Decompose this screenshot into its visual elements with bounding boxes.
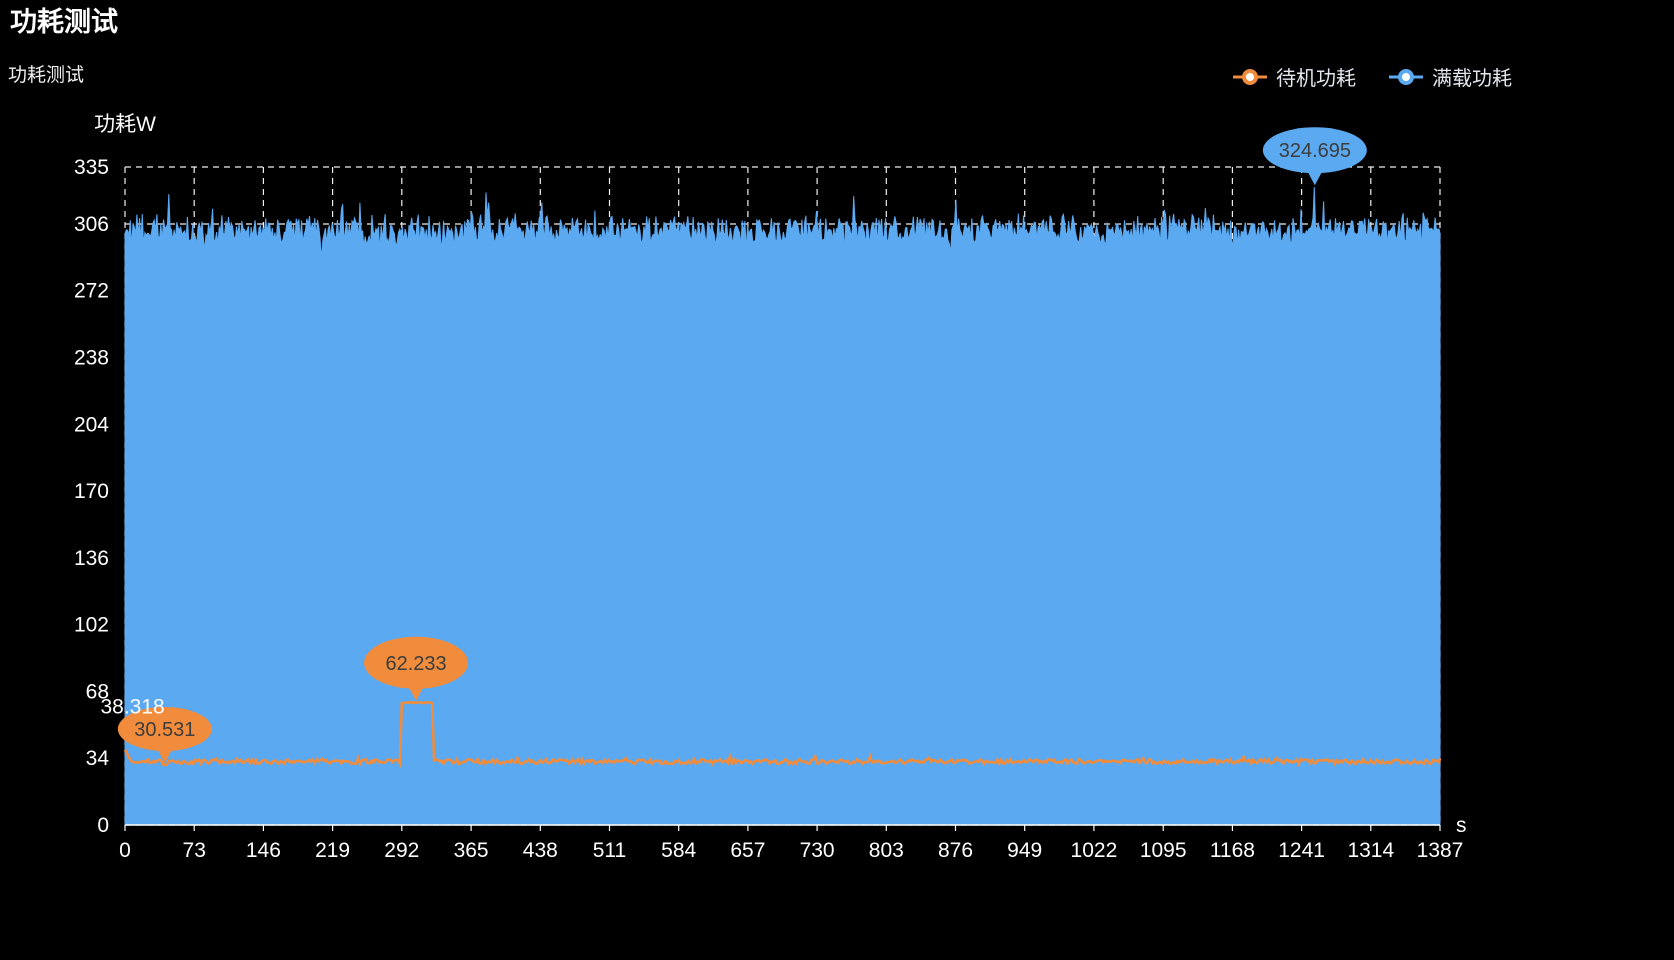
x-tick-label: 0 (119, 839, 131, 862)
legend-line-marker-icon (1233, 68, 1267, 85)
legend-item-label: 满载功耗 (1432, 68, 1512, 90)
x-tick-label: 438 (523, 839, 558, 862)
y-tick-label: 306 (74, 213, 109, 236)
axes (124, 824, 1441, 831)
legend-item-label: 待机功耗 (1276, 68, 1356, 90)
x-tick-label: 73 (183, 839, 206, 862)
y-tick-label: 170 (74, 480, 109, 503)
x-tick-label: 1241 (1278, 839, 1325, 862)
x-tick-label: 1095 (1140, 839, 1187, 862)
svg-text:62.233: 62.233 (385, 653, 446, 675)
legend-item-standby-power[interactable]: 待机功耗 (1232, 62, 1356, 91)
x-tick-label: 1387 (1417, 839, 1464, 862)
y-tick-label: 204 (74, 413, 109, 436)
series-full-load-area (124, 187, 1441, 826)
x-tick-label: 511 (593, 839, 626, 862)
x-tick-label: 365 (454, 839, 489, 862)
max-point-pin-full-load: 324.695 (1262, 127, 1367, 186)
x-tick-label: 1168 (1210, 839, 1255, 862)
x-tick-label: 876 (938, 839, 973, 862)
x-tick-label: 219 (315, 839, 350, 862)
x-axis-labels: 0 73 146 219 292 365 438 511 584 657 730 803 876 949 1… (119, 839, 1463, 862)
x-tick-label: 949 (1007, 839, 1042, 862)
x-axis-unit: s (1456, 814, 1467, 837)
chart-title: 功耗测试 (8, 65, 85, 86)
svg-text:30.531: 30.531 (134, 719, 195, 741)
x-tick-label: 1022 (1071, 839, 1118, 862)
y-tick-label: 68 (86, 680, 109, 703)
legend-line-marker-icon (1389, 68, 1423, 85)
y-axis-name: 功耗W (94, 113, 156, 136)
y-tick-label: 34 (86, 747, 110, 770)
legend-item-full-load-power[interactable]: 满载功耗 (1388, 62, 1512, 91)
y-tick-label: 238 (74, 347, 109, 370)
start-value-label: 38.318 (100, 696, 164, 719)
spike-point-pin-standby: 62.233 (364, 636, 469, 701)
min-point-pin-standby: 30.531 (117, 707, 212, 764)
legend: 待机功耗 满载功耗 (1232, 62, 1512, 91)
svg-text:324.695: 324.695 (1279, 140, 1351, 162)
x-tick-label: 146 (246, 839, 281, 862)
y-tick-label: 272 (74, 280, 109, 303)
x-tick-label: 1314 (1347, 839, 1394, 862)
y-tick-label: 102 (74, 614, 109, 637)
y-tick-label: 335 (74, 156, 109, 179)
x-tick-label: 730 (800, 839, 835, 862)
y-tick-label: 136 (74, 547, 109, 570)
y-axis-labels: 0 34 68 102 136 170 204 238 272 306 335 (74, 156, 109, 837)
page-title: 功耗测试 (10, 7, 118, 37)
x-tick-label: 657 (730, 839, 765, 862)
series-standby-line (123, 700, 1442, 769)
x-tick-label: 292 (384, 839, 419, 862)
x-tick-label: 584 (661, 839, 696, 862)
x-tick-label: 803 (869, 839, 904, 862)
y-tick-label: 0 (97, 814, 109, 837)
